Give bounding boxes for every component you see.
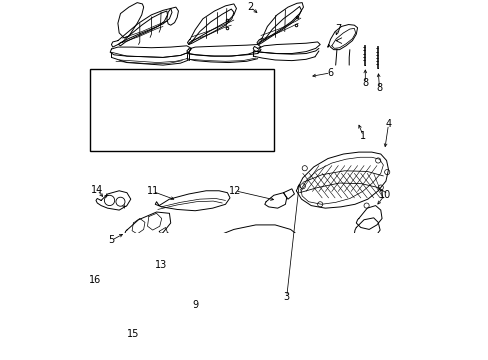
Text: 4: 4 (385, 120, 391, 129)
Text: 3: 3 (283, 292, 289, 302)
Text: 1: 1 (360, 131, 366, 141)
Text: 6: 6 (327, 68, 333, 78)
Bar (90, 69, 274, 152)
Text: 8: 8 (376, 83, 382, 93)
Text: 14: 14 (91, 185, 103, 195)
Text: 7: 7 (334, 24, 341, 34)
Text: 8: 8 (362, 78, 367, 88)
Text: 10: 10 (378, 190, 390, 200)
Text: 12: 12 (228, 186, 241, 196)
Text: 13: 13 (155, 260, 167, 270)
Text: 9: 9 (192, 300, 198, 310)
Text: 15: 15 (127, 329, 139, 339)
Text: 11: 11 (146, 186, 159, 197)
Text: 5: 5 (108, 235, 114, 246)
Text: 2: 2 (247, 2, 253, 12)
Text: 16: 16 (88, 275, 101, 285)
